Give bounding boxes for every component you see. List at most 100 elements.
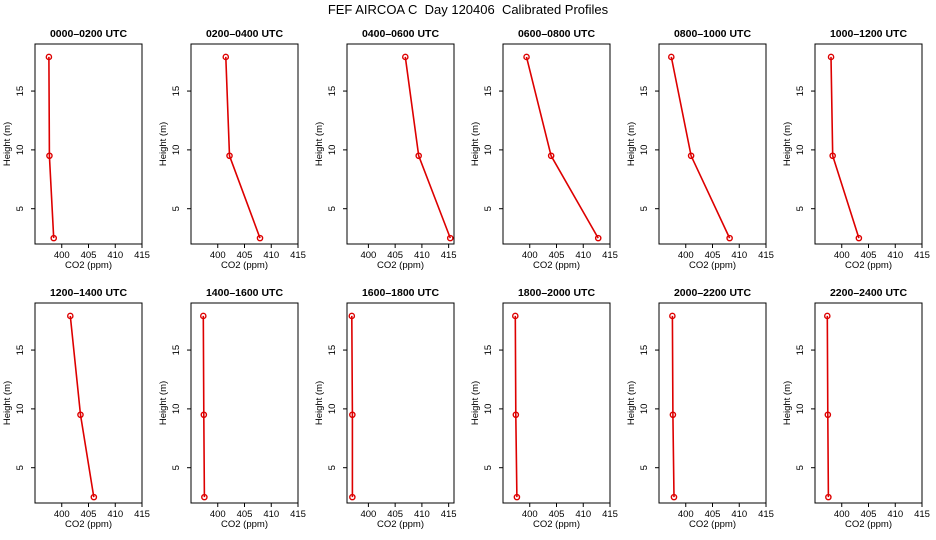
x-axis-label: CO2 (ppm): [221, 260, 268, 271]
x-tick-label: 415: [134, 250, 150, 261]
plot-frame: [346, 43, 455, 245]
y-tick-label: 5: [171, 465, 182, 470]
y-tick-label: 10: [639, 404, 650, 415]
data-point: [827, 53, 835, 61]
data-point: [669, 312, 676, 320]
plot-frame: [190, 302, 299, 504]
data-point: [77, 411, 84, 419]
plot-frame: [502, 43, 611, 245]
x-tick-label: 410: [107, 250, 123, 261]
x-tick-label: 405: [81, 250, 97, 261]
profile-panel: 1600–1800 UTC 5 10 15 400 405 410 415 CO2 (ppm) H…: [314, 287, 457, 530]
y-tick-label: 15: [795, 86, 806, 97]
y-tick-label: 15: [327, 86, 338, 97]
x-tick-label: 400: [678, 250, 694, 261]
x-tick-label: 415: [758, 509, 774, 520]
y-axis-label: Height (m): [782, 122, 793, 166]
data-point: [687, 152, 695, 160]
y-tick-label: 10: [15, 404, 26, 415]
y-tick-label: 15: [15, 345, 26, 356]
data-point: [349, 493, 356, 501]
x-tick-label: 405: [387, 250, 403, 261]
y-axis-label: Height (m): [158, 381, 169, 425]
data-point: [90, 493, 98, 501]
profile-line: [69, 315, 95, 498]
data-point: [594, 234, 602, 242]
data-point: [201, 493, 208, 501]
y-tick-label: 15: [795, 345, 806, 356]
x-tick-label: 405: [81, 509, 97, 520]
x-tick-label: 400: [54, 250, 70, 261]
profile-panel: 0000–0200 UTC 5 10 15 400 405 410 415 CO2 (ppm) H…: [2, 28, 150, 271]
x-tick-label: 410: [414, 509, 430, 520]
plot-frame: [190, 43, 299, 245]
data-point: [547, 152, 555, 160]
x-tick-label: 400: [678, 509, 694, 520]
data-point: [222, 53, 230, 61]
y-axis-label: Height (m): [158, 122, 169, 166]
y-axis-label: Height (m): [626, 122, 637, 166]
y-tick-label: 15: [639, 345, 650, 356]
y-tick-label: 15: [15, 86, 26, 97]
x-tick-label: 400: [360, 250, 376, 261]
plot-frame: [658, 302, 767, 504]
profile-panel: 2200–2400 UTC 5 10 15 400 405 410 415 CO2 (ppm) H…: [782, 287, 930, 530]
x-tick-label: 405: [549, 509, 565, 520]
data-point: [446, 234, 454, 242]
panel-title: 0400–0600 UTC: [362, 28, 439, 40]
x-tick-label: 400: [360, 509, 376, 520]
y-tick-label: 10: [327, 404, 338, 415]
profile-line: [826, 315, 830, 498]
x-tick-label: 410: [887, 250, 903, 261]
profile-line: [225, 56, 261, 239]
x-tick-label: 415: [441, 250, 457, 261]
data-point: [824, 411, 832, 419]
profile-panel: 0800–1000 UTC 5 10 15 400 405 410 415 CO2 (ppm) H…: [626, 28, 774, 271]
y-tick-label: 15: [171, 345, 182, 356]
x-tick-label: 400: [210, 509, 226, 520]
y-tick-label: 5: [15, 465, 26, 470]
profile-panel: 0400–0600 UTC 5 10 15 400 405 410 415 CO2 (ppm) H…: [314, 28, 457, 271]
x-tick-label: 410: [731, 250, 747, 261]
x-tick-label: 410: [263, 250, 279, 261]
x-axis-label: CO2 (ppm): [533, 260, 580, 271]
y-axis-label: Height (m): [314, 381, 325, 425]
plot-frame: [814, 302, 923, 504]
y-tick-label: 10: [327, 145, 338, 156]
y-tick-label: 5: [15, 206, 26, 211]
y-tick-label: 10: [15, 145, 26, 156]
x-axis-label: CO2 (ppm): [65, 519, 112, 530]
data-point: [256, 234, 264, 242]
y-tick-label: 5: [639, 465, 650, 470]
panel-title: 1800–2000 UTC: [518, 287, 595, 299]
y-tick-label: 5: [483, 465, 494, 470]
y-axis-label: Height (m): [2, 122, 13, 166]
x-axis-label: CO2 (ppm): [377, 519, 424, 530]
x-tick-label: 410: [263, 509, 279, 520]
data-point: [855, 234, 863, 242]
x-tick-label: 415: [441, 509, 457, 520]
y-tick-label: 10: [639, 145, 650, 156]
profile-line: [671, 315, 675, 498]
y-axis-label: Height (m): [470, 381, 481, 425]
data-point: [402, 53, 409, 61]
x-tick-label: 400: [834, 509, 850, 520]
x-tick-label: 410: [575, 509, 591, 520]
panel-title: 2000–2200 UTC: [674, 287, 751, 299]
data-point: [669, 411, 677, 419]
panel-title: 0800–1000 UTC: [674, 28, 751, 40]
x-axis-label: CO2 (ppm): [689, 519, 736, 530]
y-tick-label: 15: [171, 86, 182, 97]
x-axis-label: CO2 (ppm): [65, 260, 112, 271]
y-tick-label: 10: [795, 145, 806, 156]
plot-frame: [346, 302, 455, 504]
panel-title: 0000–0200 UTC: [50, 28, 127, 40]
y-tick-label: 15: [327, 345, 338, 356]
data-point: [668, 53, 675, 61]
y-tick-label: 5: [795, 206, 806, 211]
profile-line: [514, 315, 518, 498]
panel-title: 0600–0800 UTC: [518, 28, 595, 40]
data-point: [50, 234, 58, 242]
panel-title: 0200–0400 UTC: [206, 28, 283, 40]
data-point: [825, 493, 832, 501]
